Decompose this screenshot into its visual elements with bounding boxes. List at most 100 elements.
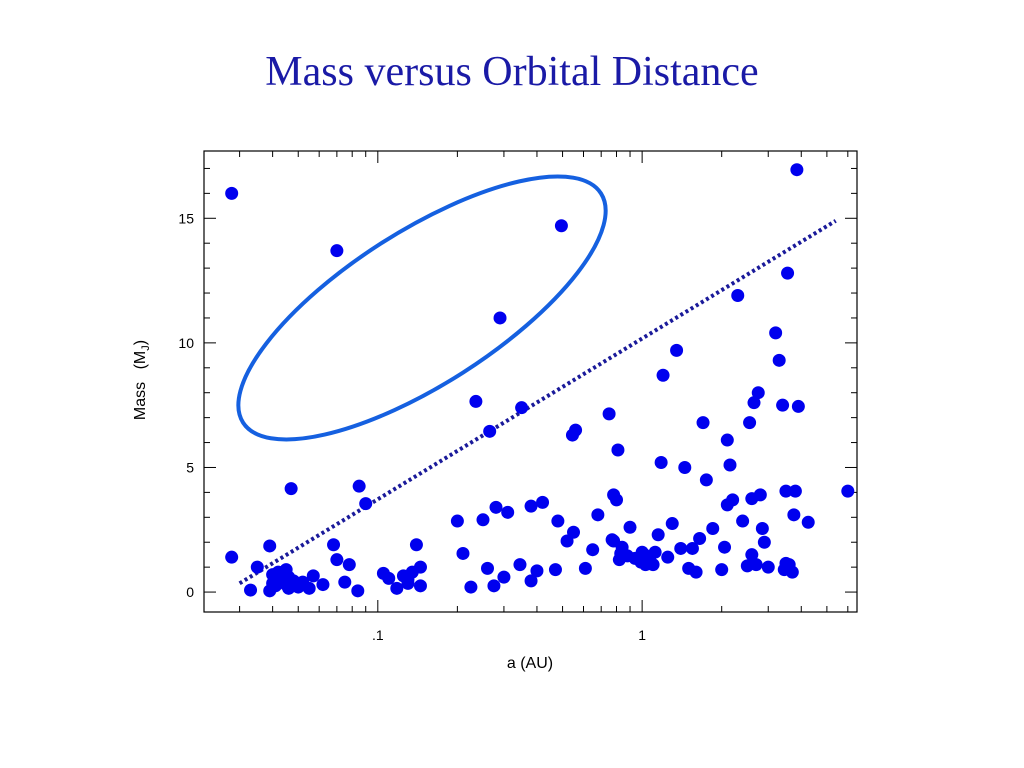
data-point <box>654 455 668 469</box>
y-tick-label: 15 <box>178 210 194 226</box>
y-axis-label-main: Mass <box>132 382 149 420</box>
data-point <box>772 353 786 367</box>
data-point <box>791 399 805 413</box>
plot-frame <box>203 150 858 613</box>
data-point <box>661 550 675 564</box>
data-point <box>757 535 771 549</box>
data-point <box>351 584 365 598</box>
data-point <box>497 570 511 584</box>
data-point <box>450 514 464 528</box>
data-point <box>530 564 544 578</box>
data-point <box>788 484 802 498</box>
data-point <box>480 561 494 575</box>
data-point <box>390 581 404 595</box>
data-point <box>250 560 264 574</box>
data-point <box>536 495 550 509</box>
data-point <box>781 266 795 280</box>
data-point <box>755 522 769 536</box>
data-point <box>753 488 767 502</box>
data-point <box>554 219 568 233</box>
data-point <box>665 517 679 531</box>
x-tick-label: 1 <box>638 627 646 643</box>
data-point <box>567 525 581 539</box>
data-point <box>382 571 396 585</box>
data-point <box>327 538 341 552</box>
data-point <box>515 401 529 415</box>
data-point <box>779 484 793 498</box>
data-point <box>586 543 600 557</box>
data-point <box>548 563 562 577</box>
data-point <box>769 326 783 340</box>
data-point <box>316 578 330 592</box>
data-point <box>685 541 699 555</box>
y-tick-label: 5 <box>186 459 194 475</box>
y-tick-label: 0 <box>186 584 194 600</box>
data-point <box>670 343 684 357</box>
data-point <box>787 508 801 522</box>
data-point <box>225 550 239 564</box>
data-point <box>699 473 713 487</box>
data-point <box>801 515 815 529</box>
data-point <box>413 560 427 574</box>
data-point <box>674 541 688 555</box>
data-point <box>330 244 344 258</box>
data-point <box>302 581 316 595</box>
data-point <box>591 508 605 522</box>
data-point <box>696 416 710 430</box>
data-point <box>776 398 790 412</box>
data-point <box>489 500 503 514</box>
data-point <box>761 560 775 574</box>
data-point <box>524 574 538 588</box>
data-point <box>693 531 707 545</box>
slide-title: Mass versus Orbital Distance <box>265 49 759 95</box>
data-point <box>747 396 761 410</box>
data-point <box>651 528 665 542</box>
data-point <box>569 423 583 437</box>
trend-line <box>238 219 837 586</box>
data-point <box>524 499 538 513</box>
y-axis-label-symbol: M <box>132 351 149 364</box>
data-point <box>720 433 734 447</box>
data-point <box>751 386 765 400</box>
data-point <box>359 497 373 511</box>
data-point <box>715 563 729 577</box>
data-point <box>487 579 501 593</box>
x-tick-label: .1 <box>372 627 384 643</box>
data-point <box>841 484 855 498</box>
x-axis-label: a (AU) <box>507 655 553 672</box>
data-point <box>648 545 662 559</box>
data-point <box>409 538 423 552</box>
data-point <box>338 575 352 589</box>
data-point <box>718 540 732 554</box>
data-point <box>646 558 660 572</box>
data-point <box>483 424 497 438</box>
data-point <box>501 505 515 519</box>
data-point <box>456 546 470 560</box>
data-point <box>225 186 239 200</box>
data-point <box>743 416 757 430</box>
data-point <box>726 493 740 507</box>
data-point <box>623 520 637 534</box>
y-axis-label: Mass (MJ) <box>132 340 152 420</box>
data-point <box>476 513 490 527</box>
data-point <box>731 289 745 303</box>
data-point <box>413 579 427 593</box>
data-point <box>306 569 320 583</box>
data-point <box>469 394 483 408</box>
highlight-ellipse <box>236 174 608 442</box>
data-point <box>263 539 277 553</box>
data-point <box>244 583 258 597</box>
data-point <box>578 561 592 575</box>
data-point <box>493 311 507 325</box>
data-point <box>749 558 763 572</box>
data-point <box>330 553 344 567</box>
y-axis-label-subscript: J <box>140 345 152 351</box>
data-point <box>706 522 720 536</box>
y-tick-label: 10 <box>178 335 194 351</box>
data-point <box>736 514 750 528</box>
data-point <box>602 407 616 421</box>
data-point <box>352 479 366 493</box>
data-point <box>723 458 737 472</box>
data-point <box>689 565 703 579</box>
